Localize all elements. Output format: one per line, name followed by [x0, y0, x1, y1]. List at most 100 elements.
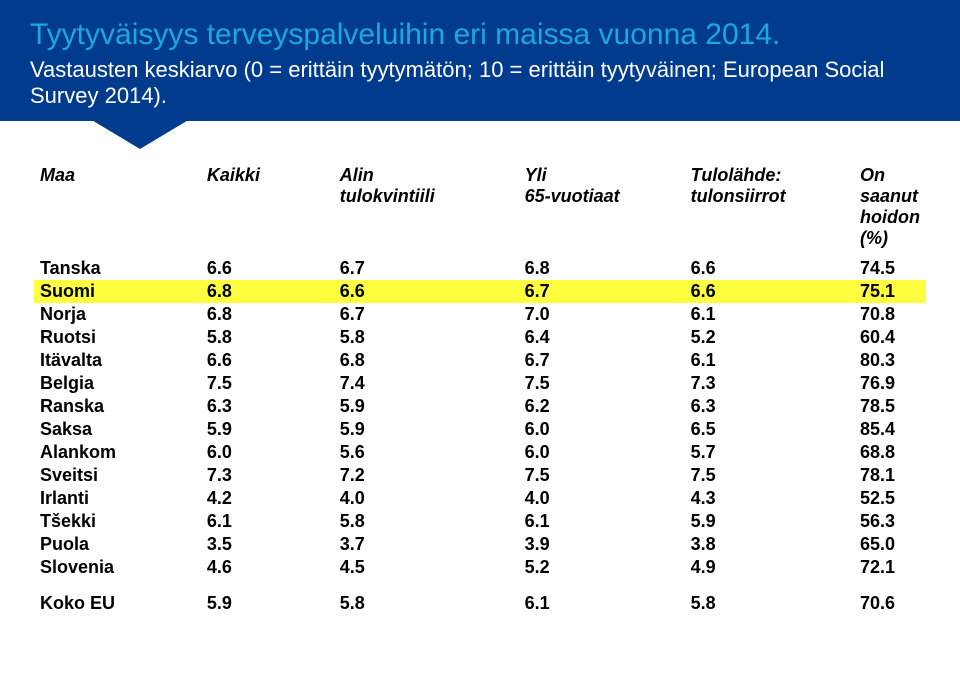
cell-value: 85.4 [854, 418, 926, 441]
cell-value: 6.6 [201, 349, 334, 372]
cell-value: 5.6 [334, 441, 519, 464]
cell-value: 6.6 [685, 257, 854, 280]
cell-value: 52.5 [854, 487, 926, 510]
cell-value: 6.1 [519, 579, 685, 615]
cell-value: 6.3 [685, 395, 854, 418]
cell-value: 75.1 [854, 280, 926, 303]
col-received: On saanut hoidon (%) [854, 163, 926, 257]
cell-country: Ranska [34, 395, 201, 418]
cell-value: 5.8 [334, 326, 519, 349]
cell-value: 5.8 [334, 510, 519, 533]
table-row: Ruotsi5.85.86.45.260.4 [34, 326, 926, 349]
cell-value: 3.5 [201, 533, 334, 556]
cell-value: 4.9 [685, 556, 854, 579]
cell-value: 5.8 [685, 579, 854, 615]
cell-country: Alankom [34, 441, 201, 464]
cell-country: Norja [34, 303, 201, 326]
cell-value: 6.6 [334, 280, 519, 303]
table-row: Saksa5.95.96.06.585.4 [34, 418, 926, 441]
cell-value: 7.2 [334, 464, 519, 487]
page-subtitle: Vastausten keskiarvo (0 = erittäin tyyty… [30, 57, 930, 110]
cell-country: Tšekki [34, 510, 201, 533]
cell-value: 6.0 [201, 441, 334, 464]
table-row: Alankom6.05.66.05.768.8 [34, 441, 926, 464]
cell-country: Itävalta [34, 349, 201, 372]
cell-value: 6.7 [334, 257, 519, 280]
cell-value: 6.3 [201, 395, 334, 418]
table-row: Suomi6.86.66.76.675.1 [34, 280, 926, 303]
cell-value: 3.7 [334, 533, 519, 556]
cell-value: 76.9 [854, 372, 926, 395]
cell-value: 70.8 [854, 303, 926, 326]
cell-value: 5.9 [201, 579, 334, 615]
table-total-row: Koko EU5.95.86.15.870.6 [34, 579, 926, 615]
cell-value: 78.1 [854, 464, 926, 487]
table-row: Itävalta6.66.86.76.180.3 [34, 349, 926, 372]
cell-value: 7.5 [685, 464, 854, 487]
cell-value: 6.1 [201, 510, 334, 533]
cell-country: Tanska [34, 257, 201, 280]
header-banner: Tyytyväisyys terveyspalveluihin eri mais… [0, 0, 960, 121]
cell-value: 6.5 [685, 418, 854, 441]
cell-value: 6.7 [334, 303, 519, 326]
cell-value: 56.3 [854, 510, 926, 533]
cell-value: 6.7 [519, 280, 685, 303]
col-all: Kaikki [201, 163, 334, 257]
cell-value: 7.0 [519, 303, 685, 326]
cell-country: Belgia [34, 372, 201, 395]
cell-country: Puola [34, 533, 201, 556]
col-country: Maa [34, 163, 201, 257]
page-title: Tyytyväisyys terveyspalveluihin eri mais… [30, 18, 930, 53]
cell-value: 5.2 [685, 326, 854, 349]
cell-value: 68.8 [854, 441, 926, 464]
cell-value: 7.5 [201, 372, 334, 395]
cell-value: 5.8 [334, 579, 519, 615]
cell-value: 60.4 [854, 326, 926, 349]
table-row: Belgia7.57.47.57.376.9 [34, 372, 926, 395]
cell-value: 78.5 [854, 395, 926, 418]
cell-value: 4.6 [201, 556, 334, 579]
table-row: Ranska6.35.96.26.378.5 [34, 395, 926, 418]
cell-value: 74.5 [854, 257, 926, 280]
table-row: Sveitsi7.37.27.57.578.1 [34, 464, 926, 487]
cell-value: 65.0 [854, 533, 926, 556]
cell-value: 7.3 [685, 372, 854, 395]
table-row: Slovenia4.64.55.24.972.1 [34, 556, 926, 579]
cell-country: Irlanti [34, 487, 201, 510]
cell-country: Ruotsi [34, 326, 201, 349]
cell-value: 4.5 [334, 556, 519, 579]
cell-value: 4.2 [201, 487, 334, 510]
col-over-65: Yli 65-vuotiaat [519, 163, 685, 257]
cell-value: 6.1 [685, 303, 854, 326]
cell-value: 6.0 [519, 441, 685, 464]
cell-value: 5.9 [201, 418, 334, 441]
cell-value: 70.6 [854, 579, 926, 615]
col-lowest-q: Alin tulokvintiili [334, 163, 519, 257]
cell-value: 4.0 [334, 487, 519, 510]
table-row: Tšekki6.15.86.15.956.3 [34, 510, 926, 533]
cell-value: 6.8 [201, 303, 334, 326]
cell-value: 6.8 [334, 349, 519, 372]
table-row: Tanska6.66.76.86.674.5 [34, 257, 926, 280]
cell-value: 6.8 [201, 280, 334, 303]
cell-value: 72.1 [854, 556, 926, 579]
cell-value: 7.5 [519, 372, 685, 395]
cell-value: 5.7 [685, 441, 854, 464]
cell-country: Koko EU [34, 579, 201, 615]
cell-value: 6.1 [519, 510, 685, 533]
cell-value: 7.4 [334, 372, 519, 395]
cell-value: 6.1 [685, 349, 854, 372]
cell-value: 6.7 [519, 349, 685, 372]
cell-value: 3.9 [519, 533, 685, 556]
cell-value: 80.3 [854, 349, 926, 372]
cell-value: 6.4 [519, 326, 685, 349]
table-row: Puola3.53.73.93.865.0 [34, 533, 926, 556]
table-header-row: Maa Kaikki Alin tulokvintiili Yli 65-vuo… [34, 163, 926, 257]
table-container: Maa Kaikki Alin tulokvintiili Yli 65-vuo… [0, 121, 960, 615]
speech-pointer [90, 119, 190, 149]
cell-value: 5.8 [201, 326, 334, 349]
cell-value: 5.2 [519, 556, 685, 579]
cell-value: 6.2 [519, 395, 685, 418]
cell-value: 7.3 [201, 464, 334, 487]
table-row: Irlanti4.24.04.04.352.5 [34, 487, 926, 510]
